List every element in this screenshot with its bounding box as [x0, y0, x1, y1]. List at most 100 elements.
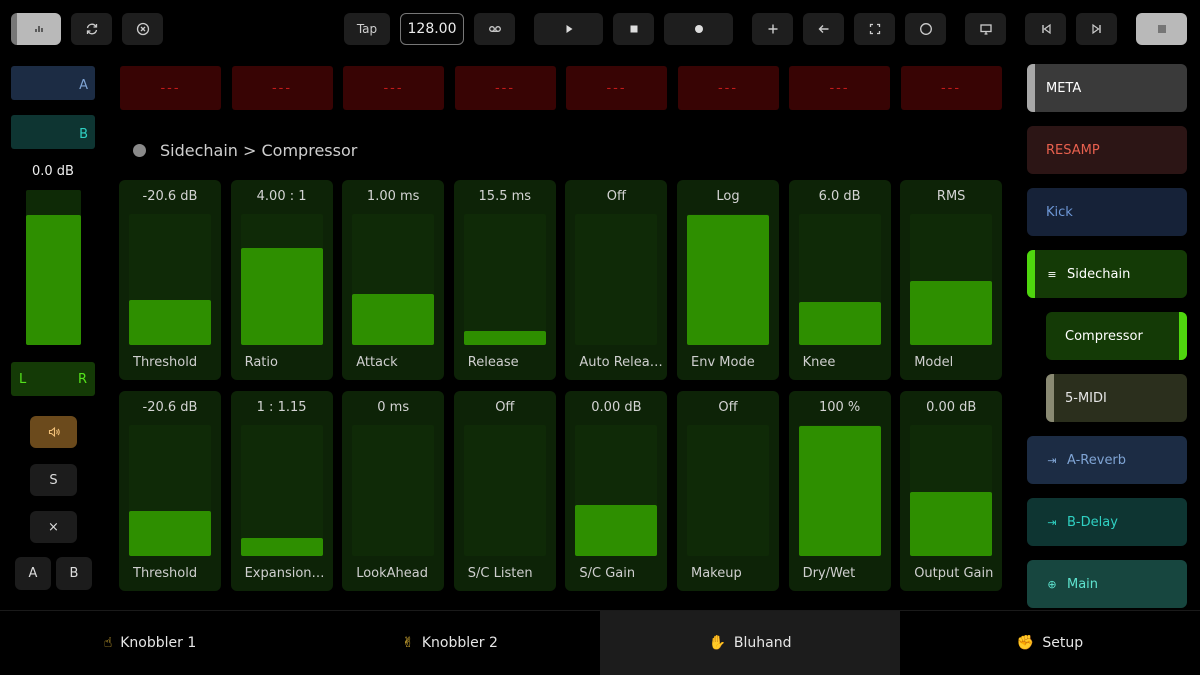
next-button[interactable] [1076, 13, 1117, 45]
param-slider[interactable]: 1.00 ms Attack [342, 180, 445, 380]
param-value: Off [495, 400, 515, 415]
param-bar [798, 426, 881, 556]
param-slider[interactable]: Off Auto Release [565, 180, 668, 380]
solo-button[interactable]: S [30, 464, 77, 496]
param-slider[interactable]: -20.6 dB Threshold [119, 180, 221, 380]
close-button[interactable]: × [30, 511, 77, 543]
previous-button[interactable] [1025, 13, 1066, 45]
param-bar [575, 504, 658, 556]
tempo-field[interactable]: 128.00 [400, 13, 464, 45]
tab-knobbler-2[interactable]: ✌ Knobbler 2 [300, 611, 600, 675]
arrow-left-icon [818, 25, 828, 33]
track-meta[interactable]: META [1027, 64, 1187, 112]
clip-indicator: --- [343, 66, 444, 110]
play-button[interactable] [534, 13, 603, 45]
param-value: 15.5 ms [478, 189, 532, 204]
param-value: 4.00 : 1 [256, 189, 307, 204]
record-icon [694, 25, 703, 33]
track-main[interactable]: ⊕ Main [1027, 560, 1187, 608]
param-value: 0 ms [377, 400, 410, 415]
fullscreen-icon [869, 23, 880, 35]
track-label: RESAMP [1046, 142, 1100, 158]
param-slider[interactable]: -20.6 dB Threshold [119, 391, 221, 591]
tab-knobbler-1[interactable]: ☝ Knobbler 1 [0, 611, 300, 675]
pan-control[interactable]: L R [11, 362, 95, 396]
circle-button[interactable] [905, 13, 946, 45]
param-slider[interactable]: Log Env Mode [677, 180, 779, 380]
hand-icon: ☝ [103, 635, 113, 651]
param-track [910, 214, 993, 345]
track-label: Kick [1046, 204, 1073, 220]
track-list-button[interactable] [1136, 13, 1187, 45]
param-slider[interactable]: Off S/C Listen [453, 391, 556, 591]
meters-button[interactable] [11, 13, 61, 45]
param-slider[interactable]: 1 : 1.15 Expansion Ratio [230, 391, 333, 591]
track-5-midi[interactable]: 5-MIDI [1046, 374, 1187, 422]
crossfade-b-button[interactable]: B [56, 557, 92, 590]
circle-icon [919, 23, 932, 35]
param-slider[interactable]: 15.5 ms Release [453, 180, 556, 380]
param-track [910, 425, 993, 556]
param-label: Expansion Ratio [244, 566, 329, 581]
volume-readout: 0.0 dB [32, 164, 74, 179]
tap-tempo-button[interactable]: Tap [344, 13, 390, 45]
clip-indicator: --- [677, 66, 779, 110]
refresh-button[interactable] [71, 13, 112, 45]
volume-fader[interactable] [26, 190, 81, 345]
tab-bluhand[interactable]: ✋ Bluhand [600, 611, 900, 675]
param-bar [240, 537, 323, 556]
mute-button[interactable] [30, 416, 77, 448]
param-slider[interactable]: 6.0 dB Knee [788, 180, 891, 380]
crossfade-a-button[interactable]: A [15, 557, 51, 590]
fullscreen-button[interactable] [854, 13, 895, 45]
param-track [240, 214, 323, 345]
param-slider[interactable]: RMS Model [900, 180, 1003, 380]
track-b-delay[interactable]: ⇥ B-Delay [1027, 498, 1187, 546]
param-slider[interactable]: 100 % Dry/Wet [788, 391, 891, 591]
pan-left-label: L [19, 371, 27, 387]
track-sidechain[interactable]: ≡ Sidechain [1027, 250, 1187, 298]
group-b-button[interactable]: B [11, 115, 95, 149]
back-button[interactable] [803, 13, 844, 45]
param-value: Off [606, 189, 626, 204]
param-label: Model [914, 355, 954, 370]
param-slider[interactable]: 0.00 dB S/C Gain [565, 391, 668, 591]
track-color-edge [1027, 250, 1035, 298]
track-label: B-Delay [1067, 514, 1118, 530]
clip-indicator: --- [120, 66, 221, 110]
record-button[interactable] [664, 13, 733, 45]
hand-icon: ✋ [708, 635, 726, 651]
param-label: Attack [356, 355, 398, 370]
param-slider[interactable]: 0 ms LookAhead [342, 391, 445, 591]
tab-label: Knobbler 1 [120, 635, 197, 651]
tab-setup[interactable]: ✊ Setup [900, 611, 1200, 675]
track-kick[interactable]: Kick [1027, 188, 1187, 236]
add-button[interactable] [752, 13, 793, 45]
param-value: 6.0 dB [818, 189, 861, 204]
stop-button[interactable] [613, 13, 654, 45]
param-slider[interactable]: Off Makeup [677, 391, 779, 591]
group-a-button[interactable]: A [11, 66, 95, 100]
param-value: Off [718, 400, 738, 415]
clip-indicator: --- [231, 66, 333, 110]
param-label: Output Gain [914, 566, 994, 581]
speaker-icon [48, 426, 60, 438]
refresh-icon [86, 23, 97, 35]
param-track [575, 425, 658, 556]
param-bar [687, 215, 769, 345]
param-label: S/C Listen [467, 566, 533, 581]
param-bar [129, 511, 211, 556]
param-track [129, 214, 211, 345]
param-slider[interactable]: 4.00 : 1 Ratio [230, 180, 333, 380]
display-button[interactable] [965, 13, 1006, 45]
track-color-edge [1046, 374, 1054, 422]
stop-all-button[interactable] [122, 13, 163, 45]
track-resamp[interactable]: RESAMP [1027, 126, 1187, 174]
param-label: Env Mode [691, 355, 755, 370]
plus-icon [768, 24, 777, 34]
param-track [463, 425, 546, 556]
loop-button[interactable] [474, 13, 515, 45]
track-compressor[interactable]: Compressor [1046, 312, 1187, 360]
track-a-reverb[interactable]: ⇥ A-Reverb [1027, 436, 1187, 484]
param-slider[interactable]: 0.00 dB Output Gain [900, 391, 1003, 591]
